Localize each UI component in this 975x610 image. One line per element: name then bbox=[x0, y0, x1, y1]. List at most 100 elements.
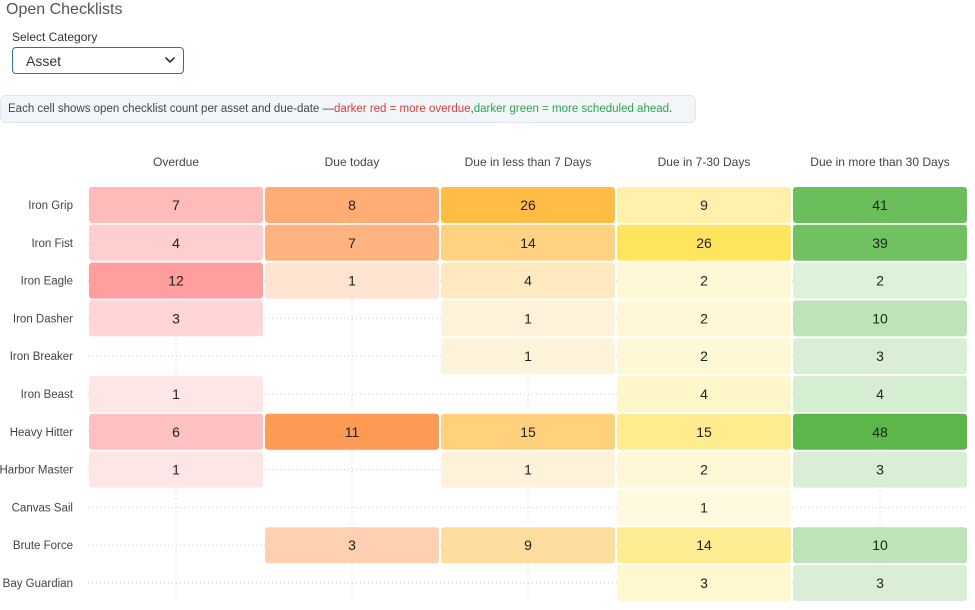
cell-value: 4 bbox=[876, 386, 884, 402]
cell-value: 12 bbox=[168, 273, 184, 289]
note-green-text: darker green = more scheduled ahead bbox=[473, 103, 670, 115]
heatmap-cell bbox=[793, 527, 967, 564]
column-header: Overdue bbox=[153, 155, 199, 169]
cell-value: 11 bbox=[345, 424, 360, 440]
heatmap-cell bbox=[441, 187, 615, 223]
column-header: Due in 7-30 Days bbox=[658, 155, 751, 169]
note-prefix: Each cell shows open checklist count per… bbox=[8, 103, 335, 115]
row-label: Brute Force bbox=[13, 540, 73, 552]
heatmap-cell bbox=[793, 224, 967, 261]
cell-value: 3 bbox=[876, 575, 884, 591]
heatmap-cell bbox=[265, 527, 439, 564]
checklist-heatmap: Overdue Due today Due in less than 7 Days D… bbox=[0, 155, 968, 603]
cell-value: 3 bbox=[348, 537, 356, 553]
note-suffix: . bbox=[669, 103, 673, 115]
heatmap-cell bbox=[441, 413, 615, 450]
heatmap-cell bbox=[793, 187, 967, 223]
cell-value: 1 bbox=[524, 348, 532, 364]
heatmap-cell bbox=[793, 376, 967, 412]
heatmap-cell bbox=[617, 376, 791, 412]
heatmap-cell bbox=[793, 565, 967, 601]
cell-value: 4 bbox=[524, 273, 532, 289]
row-label: Iron Eagle bbox=[21, 276, 73, 288]
heatmap-cell bbox=[89, 376, 263, 412]
heatmap-cell bbox=[441, 262, 615, 299]
cell-value: 1 bbox=[524, 310, 532, 326]
cell-value: 3 bbox=[876, 348, 884, 364]
heatmap-cell bbox=[89, 413, 263, 450]
heatmap-cell bbox=[617, 300, 791, 337]
heatmap-cell bbox=[617, 489, 791, 526]
cell-value: 10 bbox=[872, 310, 888, 326]
row-label: Iron Fist bbox=[31, 238, 73, 250]
cell-value: 7 bbox=[172, 197, 180, 213]
heatmap-cell bbox=[89, 300, 263, 337]
heatmap-cell bbox=[265, 413, 439, 450]
cell-value: 2 bbox=[876, 273, 884, 289]
cell-value: 3 bbox=[876, 462, 884, 478]
cell-value: 7 bbox=[348, 235, 356, 251]
heatmap-cell bbox=[89, 224, 263, 261]
cell-value: 15 bbox=[696, 424, 712, 440]
category-select-value: Asset bbox=[26, 52, 62, 69]
row-label: Harbor Master bbox=[0, 465, 73, 477]
heatmap-cell bbox=[441, 527, 615, 564]
heatmap-cell bbox=[89, 187, 263, 223]
cell-value: 15 bbox=[520, 424, 536, 440]
heatmap-cell bbox=[441, 451, 615, 488]
select-category-label: Select Category bbox=[12, 30, 98, 44]
heatmap-cell bbox=[793, 451, 967, 488]
cell-value: 4 bbox=[700, 386, 708, 402]
category-select[interactable]: Asset bbox=[12, 47, 184, 74]
cell-value: 41 bbox=[872, 197, 888, 213]
cell-value: 14 bbox=[520, 235, 536, 251]
note-red-text: darker red = more overdue bbox=[334, 103, 471, 115]
heatmap-cell bbox=[89, 262, 263, 299]
cell-value: 3 bbox=[172, 310, 180, 326]
cell-value: 1 bbox=[172, 386, 180, 402]
cell-value: 1 bbox=[524, 462, 532, 478]
page-title: Open Checklists bbox=[6, 1, 123, 18]
heatmap-cell bbox=[265, 224, 439, 261]
cell-value: 1 bbox=[700, 499, 708, 515]
heatmap-cell bbox=[617, 338, 791, 375]
cell-value: 1 bbox=[348, 273, 356, 289]
heatmap-cell bbox=[265, 187, 439, 223]
cell-value: 9 bbox=[700, 197, 708, 213]
cell-value: 8 bbox=[348, 197, 356, 213]
row-label: Iron Breaker bbox=[10, 351, 73, 363]
heatmap-cell bbox=[617, 262, 791, 299]
cell-value: 3 bbox=[700, 575, 708, 591]
row-label: Bay Guardian bbox=[3, 578, 73, 590]
heatmap-cell bbox=[265, 262, 439, 299]
row-label: Iron Grip bbox=[28, 200, 73, 212]
heatmap-cell bbox=[89, 451, 263, 488]
heatmap-cell bbox=[793, 262, 967, 299]
cell-value: 10 bbox=[872, 537, 888, 553]
cell-value: 48 bbox=[872, 424, 888, 440]
row-label: Canvas Sail bbox=[12, 502, 73, 514]
row-label: Iron Beast bbox=[21, 389, 74, 401]
row-label: Iron Dasher bbox=[13, 313, 73, 325]
row-label: Heavy Hitter bbox=[10, 427, 73, 439]
cell-value: 6 bbox=[172, 424, 180, 440]
column-header: Due today bbox=[325, 155, 380, 169]
heatmap-cell bbox=[441, 224, 615, 261]
heatmap-cell bbox=[617, 224, 791, 261]
cell-value: 2 bbox=[700, 462, 708, 478]
cell-value: 39 bbox=[872, 235, 888, 251]
cell-value: 26 bbox=[696, 235, 712, 251]
cell-value: 9 bbox=[524, 537, 532, 553]
chevron-down-icon bbox=[165, 57, 175, 63]
heatmap-cell bbox=[441, 338, 615, 375]
cell-value: 26 bbox=[520, 197, 536, 213]
heatmap-cell bbox=[617, 451, 791, 488]
column-header: Due in more than 30 Days bbox=[810, 155, 949, 169]
cell-value: 4 bbox=[172, 235, 180, 251]
cell-value: 2 bbox=[700, 273, 708, 289]
cell-value: 2 bbox=[700, 348, 708, 364]
heatmap-cell bbox=[617, 527, 791, 564]
heatmap-cell bbox=[617, 565, 791, 601]
cell-value: 2 bbox=[700, 310, 708, 326]
note-separator: , bbox=[470, 103, 474, 115]
